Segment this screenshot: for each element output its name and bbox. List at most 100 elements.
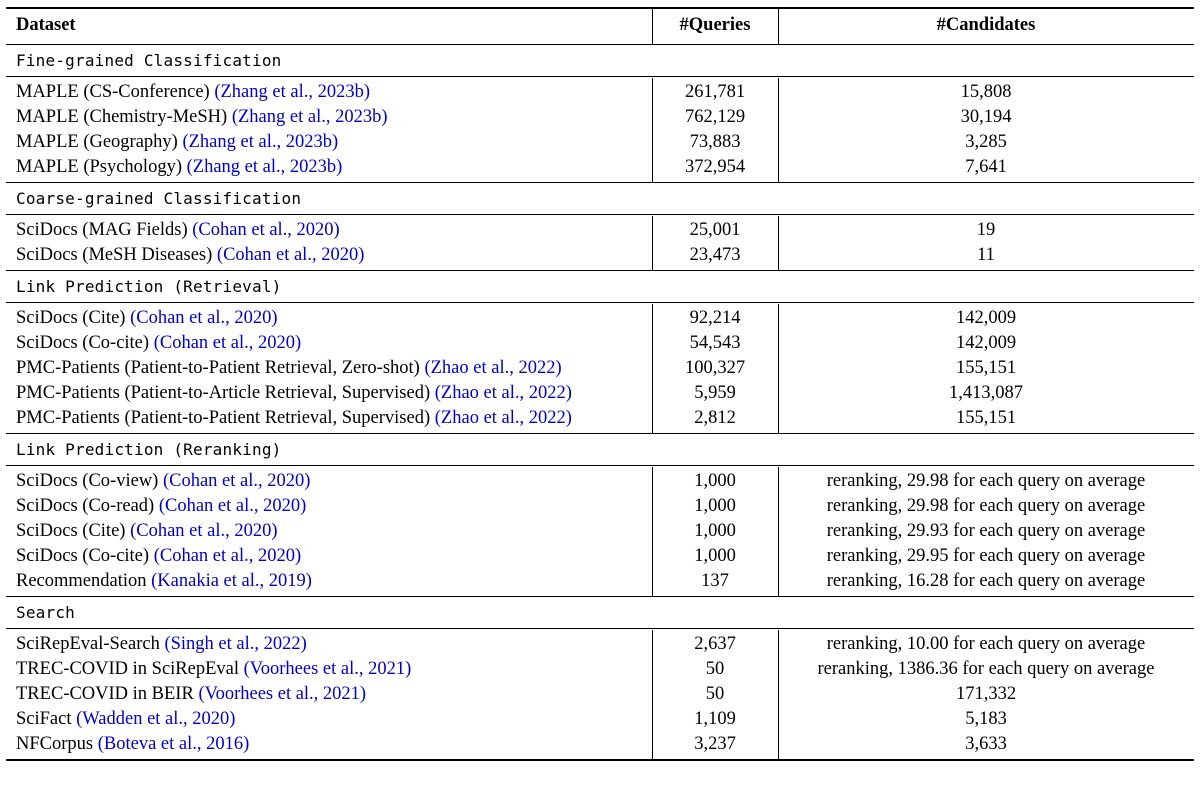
- table-row-dataset: PMC-Patients (Patient-to-Article Retriev…: [16, 381, 572, 406]
- section-title: Fine-grained Classification: [16, 51, 282, 70]
- citation-link[interactable]: (Cohan et al., 2020): [153, 546, 302, 566]
- header-candidates: #Candidates: [936, 15, 1036, 35]
- table-row-candidates: 5,183: [965, 709, 1007, 729]
- citation-link[interactable]: (Singh et al., 2022): [164, 634, 307, 654]
- table-row-dataset: SciFact (Wadden et al., 2020): [16, 707, 235, 732]
- table-row-candidates: reranking, 16.28 for each query on avera…: [826, 571, 1146, 591]
- citation-link[interactable]: (Cohan et al., 2020): [162, 471, 311, 491]
- table-row-dataset: TREC-COVID in SciRepEval (Voorhees et al…: [16, 657, 411, 682]
- table-row-queries: 1,000: [694, 471, 736, 491]
- table-row-queries: 50: [705, 684, 725, 704]
- dataset-name: SciDocs (Co-read): [16, 496, 159, 516]
- table-row-dataset: SciDocs (Co-cite) (Cohan et al., 2020): [16, 331, 301, 356]
- table-row-queries: 50: [705, 659, 725, 679]
- citation-link[interactable]: (Zhao et al., 2022): [434, 408, 572, 428]
- dataset-name: NFCorpus: [16, 734, 98, 754]
- table-row-dataset: MAPLE (Chemistry-MeSH) (Zhang et al., 20…: [16, 105, 388, 130]
- table-row-dataset: SciDocs (Co-read) (Cohan et al., 2020): [16, 494, 306, 519]
- header-queries: #Queries: [679, 15, 751, 35]
- dataset-name: PMC-Patients (Patient-to-Patient Retriev…: [16, 408, 435, 428]
- table-row-dataset: SciDocs (MeSH Diseases) (Cohan et al., 2…: [16, 243, 364, 268]
- table-row-dataset: SciDocs (Co-view) (Cohan et al., 2020): [16, 469, 310, 494]
- table-row-queries: 54,543: [689, 333, 741, 353]
- dataset-name: SciDocs (Co-view): [16, 471, 163, 491]
- header-column-separator: [652, 9, 653, 44]
- table-row-queries: 1,000: [694, 496, 736, 516]
- dataset-name: SciRepEval-Search: [16, 634, 165, 654]
- citation-link[interactable]: (Voorhees et al., 2021): [243, 659, 412, 679]
- citation-link[interactable]: (Boteva et al., 2016): [97, 734, 250, 754]
- citation-link[interactable]: (Cohan et al., 2020): [130, 521, 278, 541]
- citation-link[interactable]: (Cohan et al., 2020): [216, 245, 365, 265]
- citation-link[interactable]: (Cohan et al., 2020): [192, 220, 340, 240]
- dataset-name: PMC-Patients (Patient-to-Article Retriev…: [16, 383, 435, 403]
- table-row-dataset: SciDocs (Cite) (Cohan et al., 2020): [16, 306, 278, 331]
- table-row-queries: 100,327: [684, 358, 746, 378]
- section-title: Link Prediction (Reranking): [16, 440, 282, 459]
- citation-link[interactable]: (Zhao et al., 2022): [424, 358, 562, 378]
- dataset-name: MAPLE (Geography): [16, 132, 183, 152]
- table-row-dataset: SciDocs (Co-cite) (Cohan et al., 2020): [16, 544, 301, 569]
- dataset-name: SciDocs (Co-cite): [16, 546, 154, 566]
- table-row-dataset: MAPLE (Geography) (Zhang et al., 2023b): [16, 130, 338, 155]
- table-row-candidates: 7,641: [965, 157, 1007, 177]
- table-row-queries: 1,000: [694, 546, 736, 566]
- citation-link[interactable]: (Cohan et al., 2020): [130, 308, 278, 328]
- table-row-candidates: 11: [977, 245, 995, 265]
- section-end-rule: [6, 433, 1194, 434]
- citation-link[interactable]: (Voorhees et al., 2021): [198, 684, 367, 704]
- table-row-queries: 3,237: [694, 734, 736, 754]
- table-row-dataset: PMC-Patients (Patient-to-Patient Retriev…: [16, 406, 572, 431]
- citation-link[interactable]: (Zhang et al., 2023b): [182, 132, 339, 152]
- table-row-candidates: 171,332: [955, 684, 1017, 704]
- table-row-candidates: 155,151: [955, 358, 1017, 378]
- table-row-candidates: 19: [976, 220, 996, 240]
- bottom-rule: [6, 759, 1194, 761]
- citation-link[interactable]: (Zhang et al., 2023b): [186, 157, 343, 177]
- citation-link[interactable]: (Wadden et al., 2020): [76, 709, 236, 729]
- table-row-dataset: PMC-Patients (Patient-to-Patient Retriev…: [16, 356, 562, 381]
- citation-link[interactable]: (Zhao et al., 2022): [434, 383, 572, 403]
- dataset-name: SciDocs (Cite): [16, 308, 131, 328]
- citation-link[interactable]: (Zhang et al., 2023b): [214, 82, 370, 102]
- section-rule: [6, 302, 1194, 303]
- section-end-rule: [6, 596, 1194, 597]
- table-row-queries: 73,883: [689, 132, 741, 152]
- column-separator: [652, 630, 653, 759]
- column-separator: [652, 304, 653, 433]
- column-separator: [652, 78, 653, 182]
- citation-link[interactable]: (Zhang et al., 2023b): [231, 107, 388, 127]
- table-row-candidates: reranking, 29.98 for each query on avera…: [826, 471, 1146, 491]
- table-row-dataset: NFCorpus (Boteva et al., 2016): [16, 732, 249, 757]
- dataset-name: SciDocs (MeSH Diseases): [16, 245, 217, 265]
- section-title: Coarse-grained Classification: [16, 189, 302, 208]
- top-rule: [6, 7, 1194, 9]
- section-rule: [6, 465, 1194, 466]
- dataset-name: MAPLE (CS-Conference): [16, 82, 215, 102]
- dataset-name: MAPLE (Chemistry-MeSH): [16, 107, 232, 127]
- table-row-candidates: 15,808: [960, 82, 1012, 102]
- section-end-rule: [6, 270, 1194, 271]
- column-separator: [652, 467, 653, 596]
- dataset-name: Recommendation: [16, 571, 152, 591]
- section-rule: [6, 76, 1194, 77]
- column-separator: [652, 216, 653, 270]
- table-row-queries: 5,959: [694, 383, 736, 403]
- table-row-candidates: 155,151: [955, 408, 1017, 428]
- table-row-queries: 372,954: [684, 157, 746, 177]
- table-row-candidates: 3,633: [965, 734, 1007, 754]
- table-row-dataset: SciDocs (Cite) (Cohan et al., 2020): [16, 519, 278, 544]
- table-row-candidates: reranking, 10.00 for each query on avera…: [826, 634, 1146, 654]
- section-rule: [6, 628, 1194, 629]
- citation-link[interactable]: (Cohan et al., 2020): [158, 496, 307, 516]
- citation-link[interactable]: (Kanakia et al., 2019): [151, 571, 312, 591]
- citation-link[interactable]: (Cohan et al., 2020): [153, 333, 302, 353]
- table-row-queries: 1,000: [694, 521, 736, 541]
- dataset-name: TREC-COVID in SciRepEval: [16, 659, 244, 679]
- dataset-name: TREC-COVID in BEIR: [16, 684, 199, 704]
- header-rule: [6, 44, 1194, 45]
- section-rule: [6, 214, 1194, 215]
- table-row-candidates: 142,009: [955, 308, 1017, 328]
- dataset-name: PMC-Patients (Patient-to-Patient Retriev…: [16, 358, 425, 378]
- section-title: Link Prediction (Retrieval): [16, 277, 282, 296]
